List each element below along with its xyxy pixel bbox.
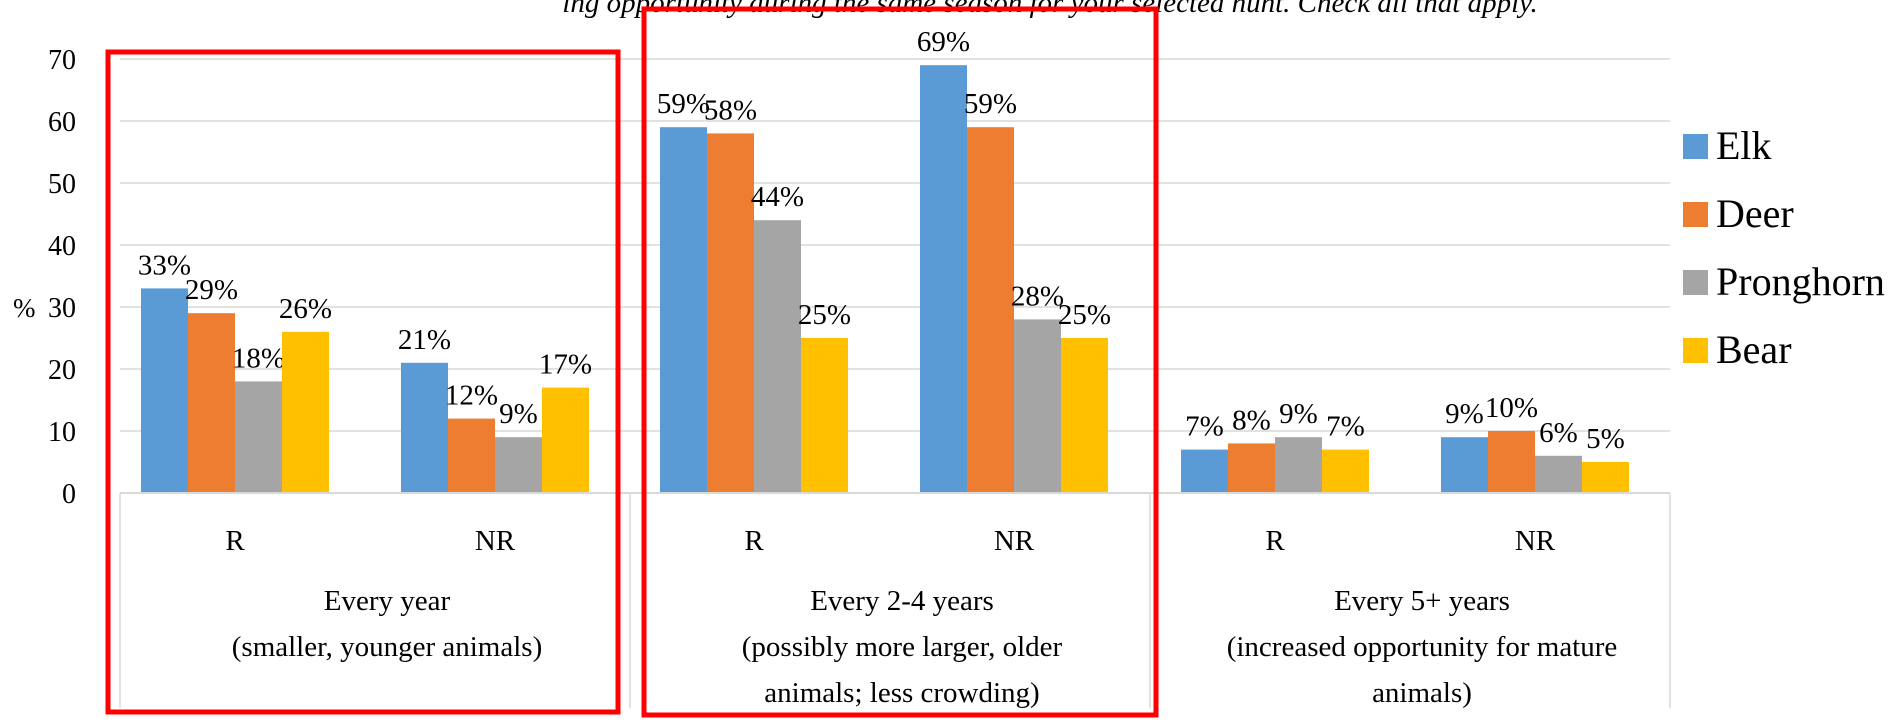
x-category-label: NR — [475, 525, 516, 557]
y-tick-label: 50 — [48, 169, 76, 200]
y-tick-label: 10 — [48, 417, 76, 448]
x-category-label: NR — [994, 525, 1035, 557]
legend-label: Elk — [1716, 123, 1772, 168]
x-category-label: R — [225, 525, 245, 557]
data-label: 9% — [499, 398, 538, 430]
bar-elk — [141, 288, 188, 493]
legend-swatch-bear — [1683, 338, 1708, 363]
bar-bear — [1582, 462, 1629, 493]
group-label-line1: Every 5+ years — [1334, 585, 1510, 617]
group-label-line1: Every 2-4 years — [810, 585, 994, 617]
legend-label: Deer — [1716, 191, 1794, 236]
data-label: 28% — [1011, 280, 1064, 312]
data-label: 26% — [279, 293, 332, 325]
group-label-line2: (possibly more larger, older — [742, 631, 1063, 663]
group-label-line3: animals; less crowding) — [764, 677, 1039, 709]
bar-deer — [1488, 431, 1535, 493]
bar-bear — [1061, 338, 1108, 493]
data-label: 59% — [657, 88, 710, 120]
bar-pronghorn — [1014, 319, 1061, 493]
bar-elk — [660, 127, 707, 493]
data-label: 12% — [445, 380, 498, 412]
data-label: 59% — [964, 88, 1017, 120]
group-label-line2: (increased opportunity for mature — [1227, 631, 1618, 663]
data-label: 17% — [539, 349, 592, 381]
data-label: 7% — [1326, 411, 1365, 443]
bar-deer — [448, 418, 495, 493]
data-label: 9% — [1279, 398, 1318, 430]
group-label-line1: Every year — [324, 585, 451, 617]
bar-elk — [920, 65, 967, 493]
bar-bear — [282, 331, 329, 493]
legend-swatch-pronghorn — [1683, 270, 1708, 295]
bar-pronghorn — [495, 437, 542, 493]
bar-bear — [801, 338, 848, 493]
y-tick-label: 0 — [62, 479, 76, 510]
data-label: 58% — [704, 94, 757, 126]
bar-deer — [1228, 443, 1275, 493]
legend-swatch-deer — [1683, 202, 1708, 227]
data-label: 9% — [1445, 398, 1484, 430]
data-label: 18% — [232, 342, 285, 374]
bar-bear — [542, 387, 589, 493]
bar-elk — [401, 362, 448, 493]
y-tick-label: 20 — [48, 355, 76, 386]
data-label: 25% — [1058, 299, 1111, 331]
legend-label: Bear — [1716, 327, 1792, 372]
data-label: 21% — [398, 324, 451, 356]
y-tick-label: 30 — [48, 293, 76, 324]
x-category-label: R — [1265, 525, 1285, 557]
legend-swatch-elk — [1683, 134, 1708, 159]
x-category-label: NR — [1515, 525, 1556, 557]
data-label: 8% — [1232, 404, 1271, 436]
data-label: 29% — [185, 274, 238, 306]
group-label-line2: (smaller, younger animals) — [232, 631, 543, 663]
highlight-box — [105, 49, 621, 715]
data-label: 25% — [798, 299, 851, 331]
group-label-line3: animals) — [1372, 677, 1472, 709]
data-label: 6% — [1539, 417, 1578, 449]
bar-pronghorn — [1275, 437, 1322, 493]
bar-pronghorn — [1535, 455, 1582, 493]
data-label: 7% — [1185, 411, 1224, 443]
legend-label: Pronghorn — [1716, 259, 1885, 304]
data-label: 5% — [1586, 423, 1625, 455]
data-label: 69% — [917, 26, 970, 58]
y-tick-label: 70 — [48, 45, 76, 76]
data-label: 10% — [1485, 392, 1538, 424]
y-tick-label: 60 — [48, 107, 76, 138]
bar-bear — [1322, 449, 1369, 493]
bar-elk — [1441, 437, 1488, 493]
bar-elk — [1181, 449, 1228, 493]
bar-pronghorn — [235, 381, 282, 493]
data-label: 33% — [138, 249, 191, 281]
bar-deer — [188, 313, 235, 493]
data-label: 44% — [751, 181, 804, 213]
bar-deer — [707, 133, 754, 493]
x-category-label: R — [744, 525, 764, 557]
y-tick-label: 40 — [48, 231, 76, 262]
y-axis-label: % — [13, 293, 36, 323]
bar-deer — [967, 127, 1014, 493]
highlight-box — [641, 6, 1159, 718]
bar-pronghorn — [754, 220, 801, 493]
